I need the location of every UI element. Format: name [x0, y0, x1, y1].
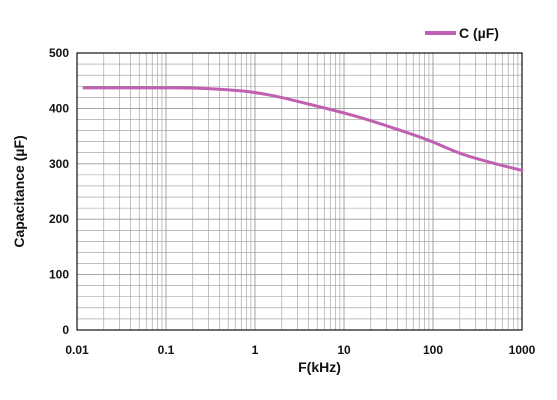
y-axis-title: Capacitance (µF)	[11, 135, 27, 247]
tick-labels: 0.01 0.1 1 10 100 1000 0 100 200 300 400 500	[49, 46, 536, 357]
plot-frame	[76, 52, 523, 331]
y-tick-label: 0	[62, 323, 69, 337]
x-tick-label: 0.01	[65, 343, 89, 357]
x-tick-label: 100	[423, 343, 443, 357]
y-tick-label: 400	[49, 101, 69, 115]
x-tick-label: 1000	[509, 343, 536, 357]
x-tick-label: 0.1	[158, 343, 175, 357]
series-line	[82, 86, 524, 172]
y-tick-label: 300	[49, 157, 69, 171]
x-tick-label: 1	[252, 343, 259, 357]
y-tick-label: 200	[49, 212, 69, 226]
series-layer	[82, 86, 524, 172]
x-tick-label: 10	[337, 343, 351, 357]
y-tick-label: 500	[49, 46, 69, 60]
legend-label: C (µF)	[459, 25, 499, 41]
legend: C (µF)	[425, 25, 499, 41]
x-axis-title: F(kHz)	[298, 359, 341, 375]
y-tick-label: 100	[49, 268, 69, 282]
grid	[76, 52, 522, 331]
